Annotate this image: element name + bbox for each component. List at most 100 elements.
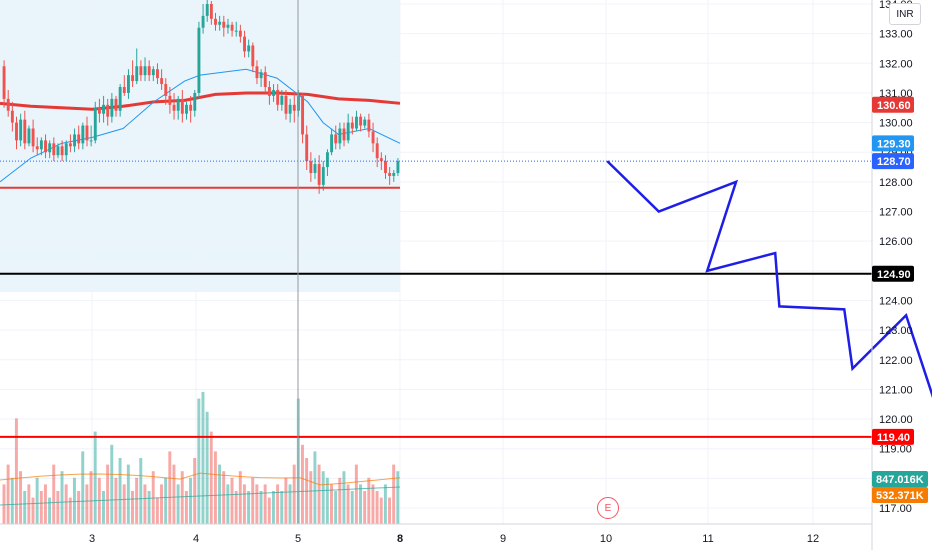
candle-body (247, 45, 251, 52)
volume-bar (126, 464, 130, 524)
volume-average-fast (0, 472, 401, 486)
volume-bar (309, 471, 313, 524)
price-label-badge (872, 428, 914, 445)
candle-body (68, 143, 72, 147)
candle-body (185, 104, 188, 114)
volume-bar (184, 491, 188, 524)
candle-body (350, 122, 354, 129)
price-label-text: 130.60 (877, 100, 911, 112)
volume-bar (147, 491, 151, 524)
volume-bar (267, 497, 271, 524)
candle-body (197, 27, 201, 93)
candle-body (288, 104, 292, 114)
earnings-event-marker[interactable]: E (597, 497, 619, 519)
volume-bar (276, 484, 280, 524)
candle-body (131, 75, 135, 82)
volume-bar (60, 471, 64, 524)
volume-bar (56, 491, 60, 524)
volume-bar (143, 484, 147, 524)
volume-bar (251, 477, 255, 524)
volume-bar (317, 464, 321, 524)
price-label-badge (872, 135, 914, 152)
candle-body (222, 21, 226, 28)
y-tick-label: 123.00 (879, 325, 913, 337)
candle-body (276, 89, 280, 105)
volume-bar (359, 484, 362, 524)
x-tick-label: 12 (807, 533, 819, 545)
volume-bar (110, 444, 114, 524)
candle-body (342, 128, 346, 141)
volume-bar (19, 471, 23, 524)
candle-body (193, 92, 197, 111)
moving-average-slow (0, 91, 401, 111)
x-tick-label: 10 (600, 533, 612, 545)
candle-body (267, 87, 271, 96)
y-tick-label: 119.00 (879, 444, 912, 456)
volume-bar (259, 491, 263, 524)
volume-bar (371, 484, 375, 524)
candles (2, 0, 400, 194)
volume-bar (72, 477, 76, 524)
volume-bar (234, 491, 238, 524)
candle-body (77, 134, 81, 144)
volume-bar (180, 471, 184, 524)
candle-body (355, 116, 358, 129)
horizontal-levels[interactable] (0, 160, 872, 438)
candle-body (292, 104, 296, 111)
candle-body (176, 98, 180, 111)
candle-body (325, 152, 329, 168)
price-label-text: 119.40 (877, 432, 910, 444)
candle-body (384, 161, 387, 173)
volume-bar (263, 484, 267, 524)
y-tick-label: 121.00 (879, 384, 913, 396)
x-tick-label: 4 (193, 533, 199, 545)
candle-body (52, 143, 56, 156)
candle-body (346, 122, 350, 141)
candle-body (56, 146, 60, 156)
volume-bar (209, 431, 213, 524)
volume-bars (0, 392, 401, 524)
candle-body (255, 66, 259, 79)
volume-bar (284, 477, 288, 524)
volume-bar (205, 411, 209, 524)
volume-bar (89, 471, 93, 524)
candle-body (135, 66, 139, 82)
volume-bar (271, 491, 275, 524)
y-tick-label: 133.00 (879, 29, 913, 41)
volume-bar (68, 497, 72, 524)
candle-body (44, 140, 47, 153)
candle-body (93, 107, 97, 141)
candle-body (379, 158, 383, 162)
candle-body (317, 164, 321, 185)
candle-body (180, 98, 184, 114)
y-tick-label: 126.00 (879, 236, 913, 248)
price-label-text: 129.30 (877, 138, 911, 150)
candle-body (375, 143, 379, 159)
price-labels: 130.60 129.30 128.70 124.90 119.40 847.016K 53… (872, 96, 928, 503)
volume-label-text: 847.016K (876, 474, 924, 486)
candle-body (309, 161, 313, 173)
candle-body (234, 30, 238, 32)
candle-body (214, 18, 217, 25)
volume-bar (396, 471, 400, 524)
projection-drawing[interactable] (606, 160, 932, 428)
volume-bar (325, 477, 329, 524)
price-label-badge (872, 96, 914, 113)
candle-body (172, 104, 176, 111)
price-label-badge (872, 153, 914, 170)
volume-bar (23, 491, 27, 524)
volume-bar (238, 471, 242, 524)
candle-body (81, 125, 85, 144)
volume-bar (334, 491, 338, 524)
candle-body (151, 69, 155, 76)
currency-badge[interactable]: INR (889, 3, 921, 25)
candle-body (189, 104, 193, 111)
candle-body (238, 30, 242, 37)
candle-body (15, 122, 18, 141)
time-axis[interactable]: 3 4 5 8 9 10 11 12 (0, 523, 872, 545)
candle-body (64, 143, 68, 156)
candle-body (118, 87, 122, 111)
volume-bar (168, 451, 172, 524)
